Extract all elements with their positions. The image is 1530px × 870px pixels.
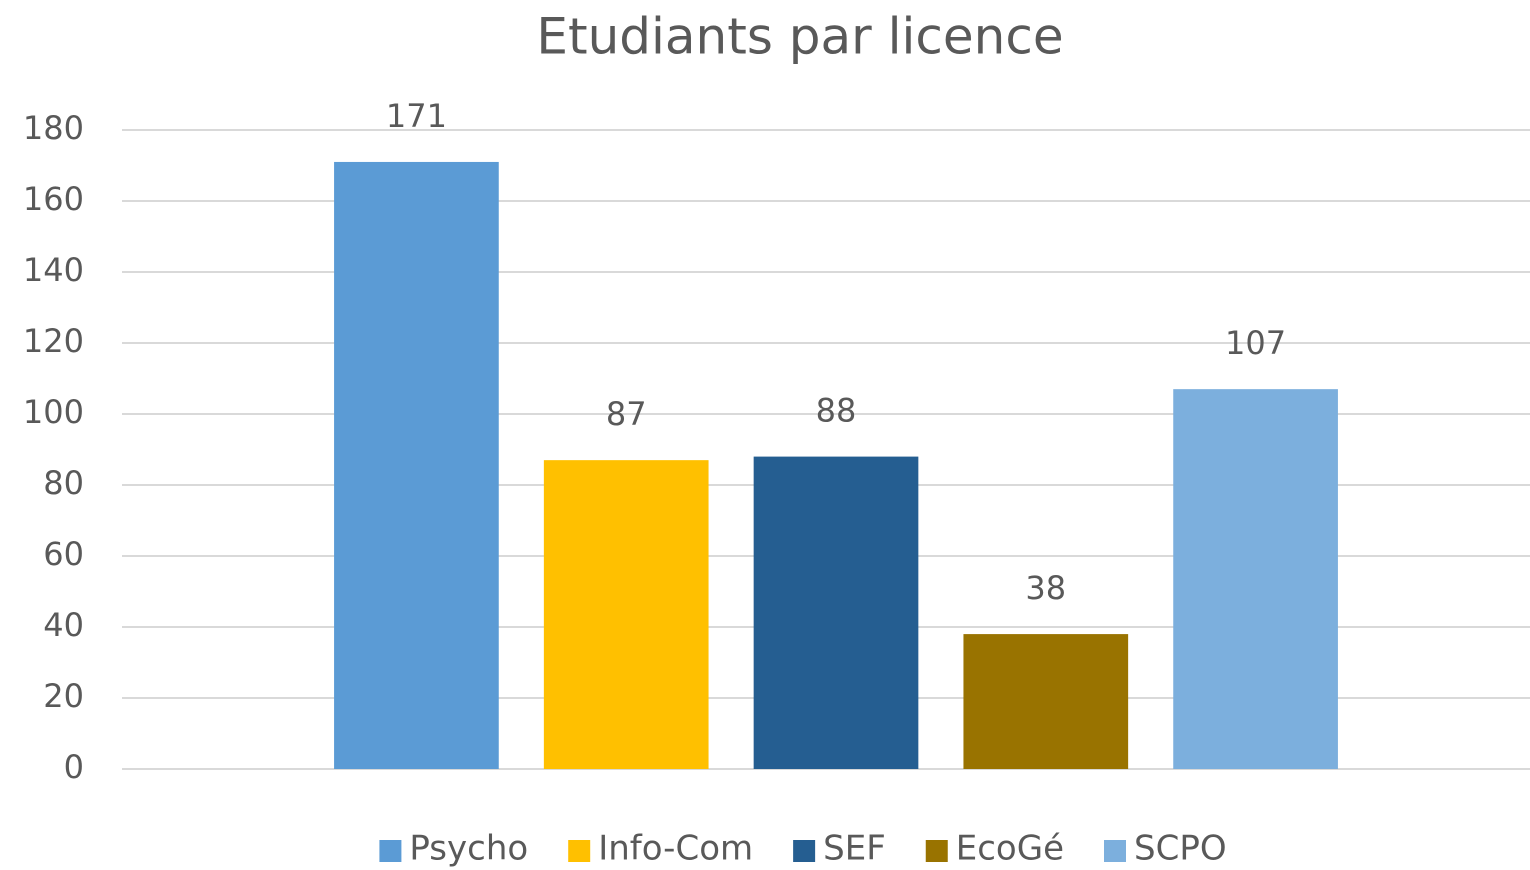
bar bbox=[963, 634, 1129, 769]
y-tick-label: 180 bbox=[23, 109, 84, 147]
legend-swatch bbox=[568, 840, 591, 862]
chart-title: Etudiants par licence bbox=[536, 8, 1063, 66]
value-label: 88 bbox=[816, 392, 857, 430]
bar bbox=[334, 161, 499, 769]
value-label: 171 bbox=[386, 97, 447, 135]
y-tick-label: 40 bbox=[43, 606, 84, 644]
y-tick-label: 160 bbox=[23, 180, 84, 218]
legend-label: Psycho bbox=[409, 829, 528, 869]
bar bbox=[543, 460, 709, 769]
y-tick-label: 80 bbox=[43, 464, 84, 502]
y-tick-label: 20 bbox=[43, 677, 84, 715]
y-tick-label: 120 bbox=[23, 322, 84, 360]
y-tick-label: 100 bbox=[23, 393, 84, 431]
legend-swatch bbox=[793, 840, 816, 862]
y-tick-label: 60 bbox=[43, 535, 84, 573]
legend-swatch bbox=[925, 840, 948, 862]
y-tick-label: 0 bbox=[64, 748, 84, 786]
value-label: 87 bbox=[606, 395, 647, 433]
legend-swatch bbox=[1104, 840, 1126, 862]
value-label: 38 bbox=[1025, 569, 1066, 607]
value-label: 107 bbox=[1225, 324, 1286, 362]
legend-label: EcoGé bbox=[956, 829, 1064, 869]
legend-label: SEF bbox=[823, 829, 886, 869]
bar bbox=[1173, 389, 1338, 769]
bar bbox=[753, 456, 919, 769]
legend-swatch bbox=[379, 840, 402, 862]
y-tick-label: 140 bbox=[23, 251, 84, 289]
legend-label: Info-Com bbox=[598, 829, 753, 869]
legend-label: SCPO bbox=[1134, 829, 1227, 869]
